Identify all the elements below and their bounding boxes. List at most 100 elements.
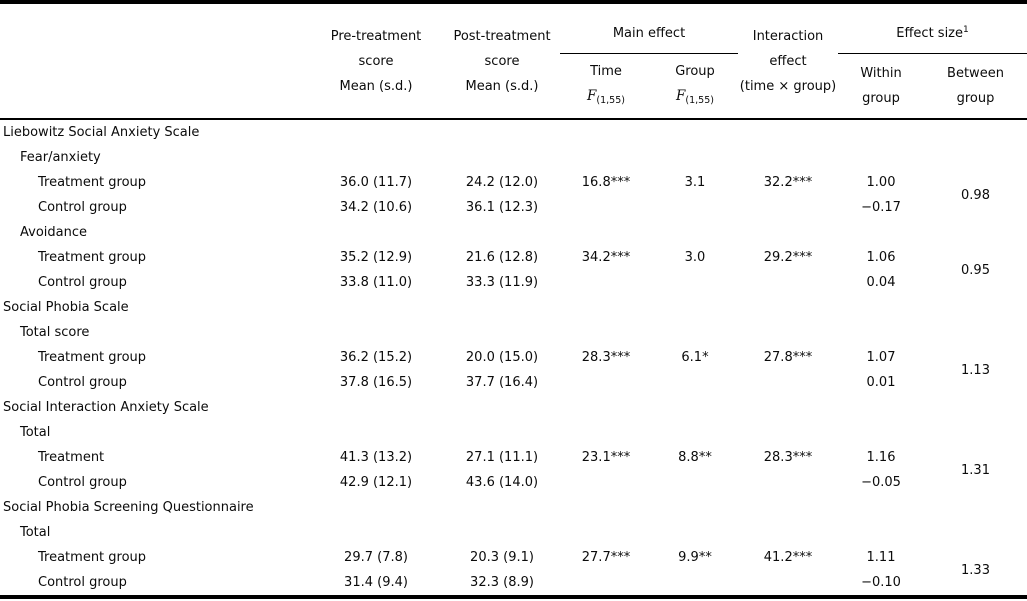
- cell-time: [560, 470, 652, 495]
- cell-between: [924, 119, 1027, 145]
- pre-treatment-line2: score: [358, 53, 394, 69]
- col-header-pre-treatment: Pre-treatment score Mean (s.d.): [308, 4, 444, 119]
- f-statistic-time: F(1,55): [587, 88, 625, 106]
- cell-pre: 35.2 (12.9): [339, 250, 413, 265]
- cell-group: [652, 270, 738, 295]
- cell-within: [838, 395, 924, 420]
- cell-pre: [308, 520, 444, 545]
- row-label: Control group: [38, 375, 127, 390]
- cell-group: [652, 520, 738, 545]
- cell-group: [652, 420, 738, 445]
- cell-interaction: [738, 520, 838, 545]
- cell-within: [838, 520, 924, 545]
- row-label: Treatment group: [38, 250, 147, 265]
- table-row: Treatment 41.3 (13.2) 27.1 (11.1) 23.1*** 8.…: [0, 445, 1027, 478]
- row-label: Social Phobia Screening Questionnaire: [3, 500, 254, 515]
- cell-within: 1.06: [866, 250, 896, 265]
- label-column-header: [0, 4, 308, 119]
- cell-within: −0.05: [861, 475, 901, 490]
- cell-time: [560, 295, 652, 320]
- cell-time: [560, 420, 652, 445]
- cell-interaction: 32.2***: [763, 175, 813, 190]
- cell-group: [652, 220, 738, 245]
- col-header-within-group: Within group: [838, 54, 924, 120]
- cell-interaction: [738, 470, 838, 495]
- cell-pre: [308, 119, 444, 145]
- row-label: Treatment group: [38, 350, 147, 365]
- cell-time: 27.7***: [581, 550, 631, 565]
- cell-interaction: [738, 220, 838, 245]
- cell-post: 36.1 (12.3): [465, 200, 539, 215]
- post-treatment-line3: Mean (s.d.): [465, 78, 539, 94]
- cell-time: [560, 370, 652, 395]
- cell-interaction: 29.2***: [763, 250, 813, 265]
- cell-within: 1.00: [866, 175, 896, 190]
- cell-pre: 33.8 (11.0): [339, 275, 413, 290]
- interaction-line3: (time × group): [739, 78, 837, 94]
- interaction-line1: Interaction: [752, 28, 824, 44]
- between-line2: group: [956, 91, 995, 106]
- interaction-line2: effect: [769, 53, 807, 69]
- cell-interaction: [738, 495, 838, 520]
- cell-post: 20.3 (9.1): [470, 550, 534, 565]
- cell-group: [652, 320, 738, 345]
- main-effect-label: Main effect: [612, 26, 686, 41]
- cell-within: [838, 420, 924, 445]
- cell-within: 0.04: [866, 275, 896, 290]
- cell-between: [924, 420, 1027, 445]
- row-label: Control group: [38, 475, 127, 490]
- cell-pre: [308, 295, 444, 320]
- main-effect-spanner: Main effect: [560, 4, 738, 54]
- cell-within: [838, 220, 924, 245]
- row-label: Avoidance: [20, 225, 87, 240]
- cell-post: 37.7 (16.4): [465, 375, 539, 390]
- cell-between: 1.13: [961, 362, 990, 378]
- cell-post: 20.0 (15.0): [465, 350, 539, 365]
- row-label: Liebowitz Social Anxiety Scale: [3, 125, 200, 140]
- cell-interaction: [738, 295, 838, 320]
- cell-group: 9.9**: [678, 550, 712, 565]
- cell-pre: [308, 320, 444, 345]
- table-row: Treatment group 29.7 (7.8) 20.3 (9.1) 27.7*…: [0, 545, 1027, 578]
- col-header-group: Group F(1,55): [652, 54, 738, 120]
- cell-group: [652, 119, 738, 145]
- table-row: Treatment group 36.2 (15.2) 20.0 (15.0) 28.…: [0, 345, 1027, 378]
- cell-time: [560, 570, 652, 595]
- cell-interaction: 27.8***: [763, 350, 813, 365]
- cell-post: [444, 520, 560, 545]
- table-row: Total: [0, 520, 1027, 545]
- cell-post: 21.6 (12.8): [465, 250, 539, 265]
- cell-time: [560, 395, 652, 420]
- cell-interaction: [738, 570, 838, 595]
- cell-time: 23.1***: [581, 450, 631, 465]
- cell-interaction: [738, 195, 838, 220]
- cell-group: [652, 570, 738, 595]
- cell-group: 3.0: [684, 250, 706, 265]
- cell-post: [444, 220, 560, 245]
- table-row: Treatment group 36.0 (11.7) 24.2 (12.0) 16.…: [0, 170, 1027, 203]
- cell-within: [838, 295, 924, 320]
- cell-pre: [308, 220, 444, 245]
- group-label: Group: [675, 64, 715, 79]
- table-row: Total score: [0, 320, 1027, 345]
- cell-between: 1.33: [961, 562, 990, 578]
- cell-within: [838, 320, 924, 345]
- cell-time: 34.2***: [581, 250, 631, 265]
- col-header-post-treatment: Post-treatment score Mean (s.d.): [444, 4, 560, 119]
- cell-interaction: [738, 320, 838, 345]
- within-line1: Within: [860, 66, 902, 81]
- cell-time: [560, 495, 652, 520]
- row-label: Control group: [38, 575, 127, 590]
- cell-pre: 41.3 (13.2): [339, 450, 413, 465]
- cell-group: [652, 145, 738, 170]
- header-row-sub: Time F(1,55) Group F(1,55) Within group …: [0, 54, 1027, 120]
- cell-post: [444, 119, 560, 145]
- cell-interaction: [738, 145, 838, 170]
- cell-time: [560, 520, 652, 545]
- cell-between: [924, 145, 1027, 170]
- cell-time: 16.8***: [581, 175, 631, 190]
- cell-pre: [308, 395, 444, 420]
- cell-between: [924, 320, 1027, 345]
- cell-between: [924, 395, 1027, 420]
